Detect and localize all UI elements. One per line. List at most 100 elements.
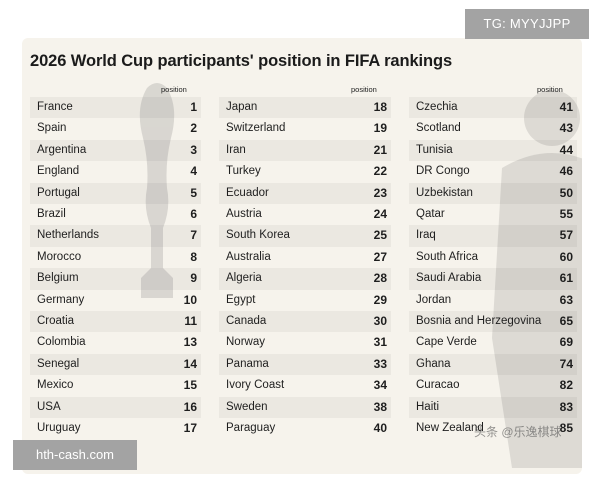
table-row: Iraq 57 (409, 225, 577, 247)
country-name: Belgium (37, 272, 79, 285)
ranking-position: 30 (373, 314, 387, 328)
country-name: Scotland (416, 122, 461, 135)
ranking-position: 8 (190, 249, 197, 264)
ranking-position: 60 (559, 249, 573, 264)
country-name: Tunisia (416, 143, 453, 156)
country-name: Iran (226, 143, 246, 156)
table-row: Qatar 55 (409, 204, 577, 225)
country-name: Mexico (37, 379, 74, 392)
country-name: Japan (226, 101, 258, 113)
ranking-position: 31 (373, 335, 387, 350)
ranking-position: 2 (190, 121, 197, 136)
country-name: Egypt (226, 293, 256, 306)
country-name: Morocco (37, 250, 82, 263)
table-row: Ivory Coast 34 (219, 375, 391, 396)
ranking-position: 61 (559, 271, 573, 286)
country-name: New Zealand (416, 422, 484, 434)
country-name: Paraguay (226, 422, 276, 434)
table-row: Morocco 8 (30, 247, 201, 268)
country-name: Colombia (37, 336, 86, 349)
table-row: Uruguay 17 (30, 418, 201, 439)
country-name: Sweden (226, 400, 268, 413)
ranking-position: 41 (559, 100, 573, 114)
country-name: Spain (37, 122, 67, 135)
country-name: DR Congo (416, 165, 470, 178)
country-name: Ghana (416, 357, 451, 370)
country-name: Qatar (416, 208, 445, 220)
country-name: Germany (37, 293, 85, 306)
country-name: Ivory Coast (226, 379, 285, 392)
ranking-position: 15 (183, 378, 197, 393)
position-column-header: position (351, 85, 377, 94)
ranking-position: 29 (373, 292, 387, 307)
table-row: Austria 24 (219, 204, 391, 225)
ranking-position: 24 (373, 207, 387, 221)
table-row: Croatia 11 (30, 311, 201, 333)
ranking-position: 14 (183, 356, 197, 371)
ranking-position: 21 (373, 142, 387, 157)
country-name: USA (37, 400, 61, 413)
table-row: Senegal 14 (30, 353, 201, 376)
table-row: Egypt 29 (219, 290, 391, 311)
ranking-position: 69 (559, 335, 573, 350)
table-row: Japan 18 (219, 97, 391, 119)
table-row: Czechia 41 (409, 97, 577, 119)
table-row: Mexico 15 (30, 375, 201, 396)
country-name: Australia (226, 250, 271, 263)
country-name: South Korea (226, 229, 290, 242)
table-row: Netherlands 7 (30, 225, 201, 247)
table-row: Germany 10 (30, 290, 201, 311)
table-row: DR Congo 46 (409, 161, 577, 182)
table-row: Sweden 38 (219, 396, 391, 418)
position-column-header: position (537, 85, 563, 94)
ranking-position: 46 (559, 164, 573, 179)
ranking-position: 1 (190, 100, 197, 114)
ranking-position: 22 (373, 164, 387, 179)
ranking-position: 3 (190, 142, 197, 157)
table-row: Ecuador 23 (219, 182, 391, 204)
table-row: Jordan 63 (409, 290, 577, 311)
country-name: Haiti (416, 400, 440, 413)
table-row: Tunisia 44 (409, 139, 577, 162)
table-row: New Zealand 85 (409, 418, 577, 439)
country-name: Brazil (37, 208, 66, 220)
table-row: Scotland 43 (409, 118, 577, 139)
ranking-position: 44 (559, 142, 573, 157)
table-row: Haiti 83 (409, 396, 577, 418)
country-name: South Africa (416, 250, 479, 263)
ranking-position: 13 (183, 335, 197, 350)
ranking-position: 25 (373, 228, 387, 243)
table-row: England 4 (30, 161, 201, 182)
country-name: Algeria (226, 272, 262, 285)
ranking-position: 6 (190, 207, 197, 221)
ranking-position: 5 (190, 185, 197, 200)
ranking-position: 43 (559, 121, 573, 136)
country-name: Austria (226, 208, 262, 220)
ranking-position: 57 (559, 228, 573, 243)
corner-watermark: 头条 @乐逸棋球 (474, 425, 562, 439)
table-row: Canada 30 (219, 311, 391, 333)
ranking-position: 18 (373, 100, 387, 114)
country-name: Czechia (416, 101, 458, 113)
ranking-position: 85 (559, 421, 573, 435)
table-row: Switzerland 19 (219, 118, 391, 139)
country-name: Iraq (416, 229, 436, 242)
country-name: Cape Verde (416, 336, 477, 349)
site-badge: hth-cash.com (13, 440, 137, 470)
table-row: Brazil 6 (30, 204, 201, 225)
ranking-position: 33 (373, 356, 387, 371)
ranking-position: 17 (183, 421, 197, 435)
ranking-position: 82 (559, 378, 573, 393)
table-row: Australia 27 (219, 247, 391, 268)
country-name: Portugal (37, 186, 80, 199)
country-name: Croatia (37, 315, 75, 327)
ranking-position: 4 (190, 164, 197, 179)
rankings-card: 2026 World Cup participants' position in… (22, 38, 582, 474)
ranking-position: 16 (183, 399, 197, 414)
country-name: France (37, 101, 73, 113)
table-row: South Korea 25 (219, 225, 391, 247)
table-row: Ghana 74 (409, 353, 577, 376)
ranking-position: 74 (559, 356, 573, 371)
ranking-position: 19 (373, 121, 387, 136)
telegram-badge: TG: MYYJJPP (465, 9, 589, 39)
